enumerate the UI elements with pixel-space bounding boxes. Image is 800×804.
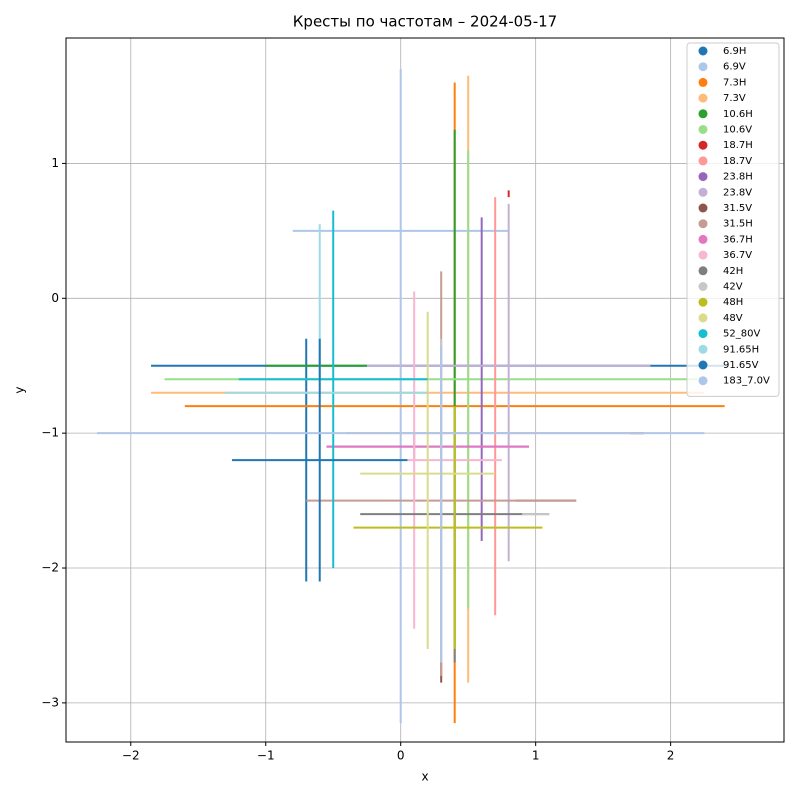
legend-marker: [698, 297, 708, 307]
y-tick-label: −2: [41, 561, 59, 575]
legend-marker: [698, 219, 708, 229]
legend-marker: [698, 234, 708, 244]
legend-label: 42H: [723, 266, 743, 277]
legend-label: 91.65H: [723, 344, 759, 355]
legend-marker: [698, 282, 708, 291]
legend-label: 6.9V: [723, 62, 746, 73]
y-tick-label: 0: [51, 291, 59, 305]
x-tick-label: 1: [532, 749, 540, 763]
legend-marker: [698, 46, 708, 56]
legend-label: 42V: [723, 282, 743, 293]
plot-frame: [65, 37, 785, 743]
legend-marker: [698, 172, 708, 182]
legend-label: 18.7H: [723, 140, 753, 151]
legend-marker: [698, 266, 708, 276]
grid: −2 −1 0 1 2 −3 −2 −1 0 1: [41, 38, 784, 763]
legend-label: 31.5H: [723, 219, 753, 230]
legend-label: 183_7.0V: [723, 376, 770, 387]
legend-label: 48V: [723, 313, 743, 324]
legend-label: 31.5V: [723, 203, 752, 214]
legend-label: 36.7H: [723, 234, 753, 245]
y-tick-label: −1: [41, 426, 59, 440]
legend-marker: [698, 376, 708, 386]
legend-label: 10.6V: [723, 125, 752, 136]
legend-label: 91.65V: [723, 360, 759, 371]
legend-label: 7.3H: [723, 77, 746, 88]
legend-marker: [698, 62, 708, 72]
legend-marker: [698, 329, 708, 339]
x-tick-label: −1: [257, 749, 275, 763]
legend-box: [686, 42, 780, 397]
y-tick-label: −3: [41, 695, 59, 709]
legend-marker: [698, 187, 708, 197]
legend-marker: [698, 77, 708, 87]
x-tick-label: −2: [122, 749, 140, 763]
x-tick-label: 0: [397, 749, 405, 763]
legend-marker: [698, 313, 708, 323]
legend: 6.9H 6.9V 7.3H 7.3V 10.6H 10.6V 18.7H 18.7V 23.8…: [686, 42, 780, 397]
legend-marker: [698, 344, 708, 354]
legend-marker: [698, 125, 708, 134]
legend-marker: [698, 250, 708, 260]
legend-marker: [698, 203, 708, 213]
legend-label: 7.3V: [723, 93, 746, 104]
legend-marker: [698, 140, 708, 150]
legend-label: 18.7V: [723, 156, 752, 167]
legend-marker: [698, 93, 708, 103]
legend-label: 10.6H: [723, 109, 753, 120]
legend-label: 52_80V: [723, 329, 760, 340]
chart-title: Кресты по частотам – 2024-05-17: [293, 13, 557, 31]
legend-label: 6.9H: [723, 46, 746, 57]
y-axis-label: y: [13, 386, 27, 393]
legend-label: 36.7V: [723, 250, 752, 261]
legend-marker: [698, 360, 708, 370]
y-tick-label: 1: [51, 156, 59, 170]
legend-marker: [698, 156, 708, 166]
legend-marker: [698, 109, 708, 119]
legend-label: 23.8H: [723, 172, 753, 183]
plot: [97, 69, 725, 724]
legend-label: 23.8V: [723, 187, 752, 198]
legend-label: 48H: [723, 297, 743, 308]
x-axis-label: x: [421, 770, 428, 784]
x-tick-label: 2: [667, 749, 675, 763]
